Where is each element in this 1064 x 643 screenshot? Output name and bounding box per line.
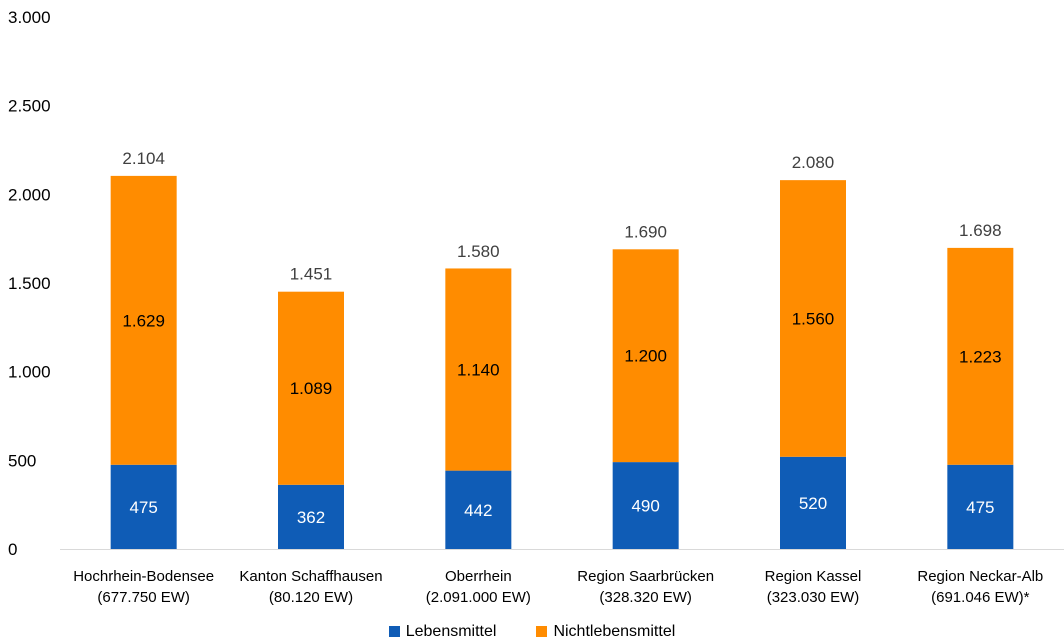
y-tick-label: 0 [8, 540, 17, 559]
data-label: 475 [129, 498, 157, 517]
legend-item-nichtlebensmittel: Nichtlebensmittel [536, 623, 675, 641]
category-label: Hochrhein-Bodensee [73, 568, 214, 585]
bar-segment-nichtlebensmittel [612, 249, 679, 463]
y-tick-label: 2.000 [8, 185, 51, 204]
legend-label-lebensmittel: Lebensmittel [405, 622, 497, 640]
y-tick-label: 2.500 [8, 97, 51, 116]
bar-segment-lebensmittel [445, 470, 512, 549]
y-tick-label: 500 [8, 451, 36, 470]
y-tick-label: 1.500 [8, 274, 51, 293]
category-label: (691.046 EW)* [931, 589, 1030, 606]
bar-segment-lebensmittel [612, 462, 679, 549]
stacked-bar-chart: 0 500 1.000 1.500 2.000 2.500 3.000 475 1.629 2.… [8, 8, 1064, 606]
category-label: (677.750 EW) [97, 589, 190, 606]
legend-swatch-lebensmittel [388, 626, 400, 637]
category-label: Region Kassel [765, 568, 862, 585]
data-label: 1.200 [624, 347, 667, 366]
bars: 475 1.629 2.104 362 1.089 1.451 442 1.140 1.580 4… [110, 149, 1014, 549]
y-axis: 0 500 1.000 1.500 2.000 2.500 3.000 [8, 8, 51, 559]
legend-swatch-nichtlebensmittel [536, 626, 548, 637]
bar-segment-nichtlebensmittel [445, 268, 512, 471]
bar-segment-nichtlebensmittel [947, 247, 1014, 465]
category-label: (2.091.000 EW) [426, 589, 531, 606]
total-label: 1.580 [457, 242, 500, 261]
category-label: (328.320 EW) [599, 589, 692, 606]
bar-segment-nichtlebensmittel [110, 175, 177, 465]
x-axis: Hochrhein-Bodensee (677.750 EW) Kanton Sch… [60, 549, 1064, 606]
data-label: 1.089 [290, 379, 333, 398]
total-label: 1.451 [290, 265, 333, 284]
bar-segment-nichtlebensmittel [780, 180, 846, 457]
legend-label-nichtlebensmittel: Nichtlebensmittel [553, 622, 676, 640]
y-tick-label: 1.000 [8, 363, 51, 382]
data-label: 490 [631, 497, 659, 516]
total-label: 1.698 [959, 221, 1002, 240]
category-label: Kanton Schaffhausen [239, 568, 382, 585]
data-label: 362 [297, 508, 325, 527]
total-label: 2.080 [792, 153, 835, 172]
category-label: Region Neckar-Alb [917, 568, 1043, 585]
category-label: Region Saarbrücken [577, 568, 714, 585]
bar-segment-nichtlebensmittel [278, 291, 344, 485]
data-label: 1.629 [122, 311, 165, 330]
data-label: 520 [799, 494, 827, 513]
data-label: 442 [464, 501, 492, 520]
bar-segment-lebensmittel [110, 464, 177, 549]
y-tick-label: 3.000 [8, 8, 51, 27]
bar-segment-lebensmittel [278, 484, 344, 549]
category-label: (323.030 EW) [767, 589, 860, 606]
legend-item-lebensmittel: Lebensmittel [388, 622, 497, 641]
category-label: (80.120 EW) [269, 589, 353, 606]
category-label: Oberrhein [445, 568, 512, 585]
legend: Lebensmittel Nichtlebensmittel [0, 620, 1064, 643]
bar-segment-lebensmittel [947, 464, 1014, 549]
data-label: 475 [966, 498, 994, 517]
total-label: 2.104 [122, 149, 165, 168]
data-label: 1.560 [792, 309, 835, 328]
bar-segment-lebensmittel [780, 456, 846, 549]
data-label: 1.223 [959, 347, 1002, 366]
data-label: 1.140 [457, 361, 500, 380]
total-label: 1.690 [624, 222, 667, 241]
